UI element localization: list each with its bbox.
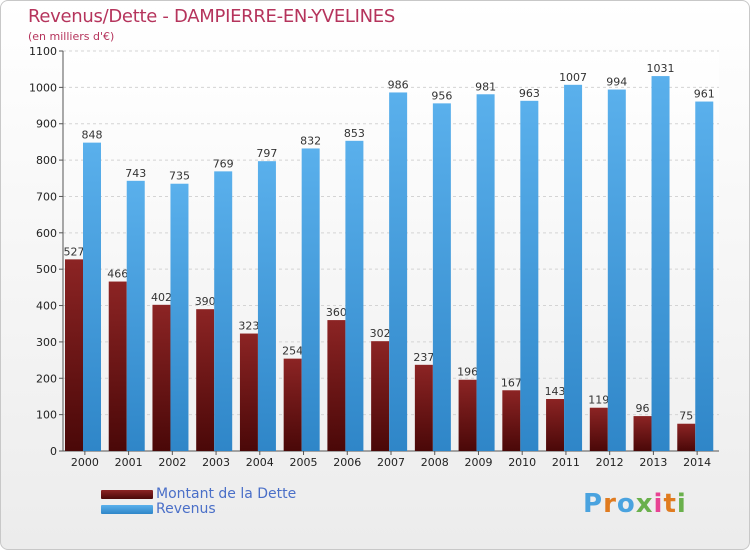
bar-revenus-2006 [345, 140, 364, 451]
data-label-revenus-2003: 769 [213, 157, 234, 170]
bar-revenus-2002 [170, 183, 189, 451]
bar-revenus-2014 [695, 101, 714, 451]
data-label-revenus-2014: 961 [694, 88, 715, 101]
data-label-revenus-2009: 981 [475, 80, 496, 93]
data-label-revenus-2004: 797 [256, 147, 277, 160]
x-tick-label: 2004 [246, 456, 274, 469]
bar-revenus-2001 [126, 180, 145, 451]
bar-dette-2002 [152, 304, 171, 451]
x-tick-label: 2001 [115, 456, 143, 469]
y-tick-label: 400 [36, 300, 57, 313]
y-tick-label: 1000 [29, 81, 57, 94]
data-label-revenus-2012: 994 [606, 76, 627, 89]
data-label-dette-2001: 466 [107, 268, 128, 281]
data-label-dette-2014: 75 [679, 410, 693, 423]
data-label-revenus-2002: 735 [169, 170, 190, 183]
data-label-revenus-2011: 1007 [559, 71, 587, 84]
legend-swatch-dette [101, 490, 153, 499]
x-tick-label: 2002 [158, 456, 186, 469]
x-tick-label: 2003 [202, 456, 230, 469]
x-tick-label: 2011 [552, 456, 580, 469]
x-tick-label: 2010 [508, 456, 536, 469]
bar-dette-2006 [327, 320, 346, 451]
y-tick-label: 100 [36, 409, 57, 422]
data-label-dette-2003: 390 [195, 295, 216, 308]
bar-dette-2000 [65, 259, 83, 451]
bar-revenus-2004 [257, 161, 276, 451]
data-label-dette-2000: 527 [64, 245, 85, 258]
bar-revenus-2003 [214, 171, 233, 451]
bar-dette-2001 [108, 281, 127, 451]
x-tick-label: 2012 [596, 456, 624, 469]
bar-revenus-2009 [476, 94, 495, 451]
data-label-dette-2009: 196 [457, 366, 478, 379]
proxiti-logo: Proxiti [583, 489, 687, 519]
bar-dette-2009 [458, 379, 477, 451]
y-tick-label: 0 [50, 445, 57, 458]
bar-revenus-2008 [432, 103, 451, 451]
bar-dette-2008 [414, 364, 433, 451]
legend-swatch-revenus [101, 505, 153, 514]
x-tick-label: 2009 [464, 456, 492, 469]
data-label-dette-2005: 254 [282, 345, 303, 358]
legend-label-dette: Montant de la Dette [156, 486, 297, 502]
y-tick-label: 300 [36, 336, 57, 349]
data-label-revenus-2005: 832 [300, 134, 321, 147]
x-tick-label: 2007 [377, 456, 405, 469]
bar-dette-2007 [371, 341, 390, 451]
bar-revenus-2013 [651, 76, 670, 451]
x-tick-label: 2006 [333, 456, 361, 469]
y-tick-label: 700 [36, 190, 57, 203]
data-label-revenus-2010: 963 [519, 87, 540, 100]
y-tick-label: 500 [36, 263, 57, 276]
y-tick-label: 200 [36, 372, 57, 385]
bar-dette-2004 [239, 333, 258, 451]
bar-dette-2014 [677, 423, 696, 451]
data-label-revenus-2006: 853 [344, 127, 365, 140]
x-tick-label: 2005 [290, 456, 318, 469]
bar-dette-2010 [502, 390, 521, 451]
data-label-revenus-2001: 743 [125, 167, 146, 180]
data-label-dette-2010: 167 [501, 376, 522, 389]
bar-revenus-2011 [564, 84, 583, 452]
y-tick-label: 800 [36, 154, 57, 167]
x-tick-label: 2013 [639, 456, 667, 469]
bar-revenus-2012 [607, 89, 626, 451]
y-tick-label: 600 [36, 227, 57, 240]
data-label-dette-2002: 402 [151, 291, 172, 304]
legend-label-revenus: Revenus [156, 501, 216, 517]
data-label-dette-2008: 237 [413, 351, 434, 364]
bar-revenus-2007 [389, 92, 408, 452]
x-tick-label: 2014 [683, 456, 711, 469]
bar-dette-2005 [283, 358, 302, 451]
bar-revenus-2010 [520, 100, 539, 452]
data-label-revenus-2007: 986 [388, 78, 409, 91]
data-label-dette-2012: 119 [588, 394, 609, 407]
data-label-dette-2006: 360 [326, 306, 347, 319]
y-tick-label: 1100 [29, 45, 57, 58]
chart-subtitle: (en milliers d'€) [28, 30, 115, 43]
x-tick-label: 2008 [421, 456, 449, 469]
data-label-dette-2013: 96 [636, 402, 650, 415]
bar-dette-2003 [196, 309, 215, 451]
y-tick-label: 900 [36, 118, 57, 131]
data-label-revenus-2008: 956 [431, 89, 452, 102]
bar-dette-2012 [589, 407, 608, 451]
data-label-dette-2007: 302 [370, 327, 391, 340]
data-label-dette-2004: 323 [238, 320, 259, 333]
x-tick-label: 2000 [71, 456, 99, 469]
chart-title: Revenus/Dette - DAMPIERRE-EN-YVELINES [28, 6, 396, 27]
bar-dette-2013 [633, 416, 652, 451]
bar-revenus-2000 [83, 142, 101, 452]
data-label-revenus-2000: 848 [82, 129, 103, 142]
bar-revenus-2005 [301, 148, 320, 452]
bar-dette-2011 [546, 399, 565, 451]
data-label-dette-2011: 143 [545, 385, 566, 398]
data-label-revenus-2013: 1031 [647, 62, 675, 75]
